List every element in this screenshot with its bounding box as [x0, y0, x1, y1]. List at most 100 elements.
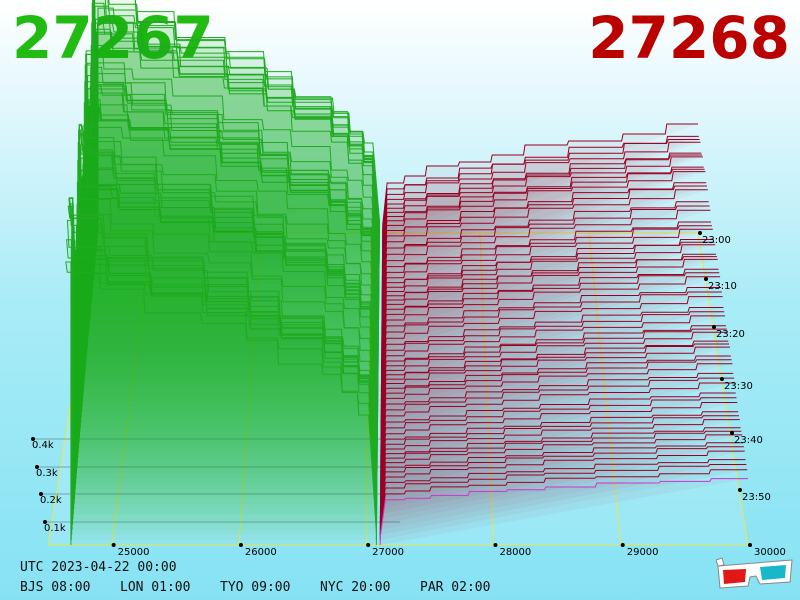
ask-curve	[381, 225, 712, 320]
ask-curve	[381, 205, 710, 305]
ask-curve	[381, 221, 712, 315]
ask-curve	[382, 141, 701, 249]
bid-curve	[76, 204, 378, 469]
ask-curve	[380, 328, 727, 412]
time-tick-label: 23:30	[724, 381, 753, 392]
bid-curve	[85, 54, 379, 366]
grid-line-price	[479, 232, 494, 546]
ask-curve	[381, 268, 719, 361]
ask-curve	[379, 478, 748, 545]
time-tick-label: 23:50	[742, 492, 771, 503]
time-tick-label: 23:40	[734, 435, 763, 446]
y-tick-mark	[43, 520, 47, 524]
time-tick-label: 23:20	[716, 329, 745, 340]
time-tick-mark	[730, 431, 734, 435]
time-tick-mark	[704, 277, 708, 281]
ask-curve	[381, 171, 706, 279]
ask-curve	[381, 258, 718, 356]
x-tick-mark	[366, 543, 371, 547]
bid-curve	[82, 146, 379, 392]
time-tick-mark	[720, 377, 724, 381]
city-time-tyo: TYO 09:00	[220, 580, 291, 595]
y-tick-label: 0.3k	[36, 468, 58, 479]
x-tick-label: 27000	[372, 547, 404, 558]
x-tick-mark	[238, 543, 243, 547]
y-tick-label: 0.4k	[32, 440, 54, 451]
time-tick-label: 23:00	[702, 235, 731, 246]
ask-curve	[380, 355, 731, 438]
3d-glasses-icon[interactable]	[716, 556, 794, 592]
x-tick-mark	[620, 543, 625, 547]
city-time-nyc: NYC 20:00	[320, 580, 391, 595]
ask-curve	[381, 189, 708, 295]
bid-curve	[85, 50, 379, 361]
ask-curve	[380, 363, 733, 448]
ask-curve	[380, 331, 728, 418]
ask-price: 27268	[588, 4, 790, 72]
ask-curve	[381, 291, 722, 382]
ask-curve	[380, 359, 732, 443]
x-tick-label: 28000	[499, 547, 531, 558]
y-tick-mark	[31, 437, 35, 441]
ask-curve	[381, 256, 717, 351]
ask-curve	[380, 402, 738, 479]
axis-labels: 25000 26000 27000 28000 29000 30000 0.1k 0.2k 0.…	[31, 231, 786, 558]
utc-time: UTC 2023-04-22 00:00	[20, 560, 177, 575]
ask-curve	[379, 450, 745, 525]
ask-curve	[380, 307, 724, 392]
x-tick-mark	[111, 543, 116, 547]
ask-curve	[380, 340, 729, 423]
bid-curve	[66, 219, 377, 535]
depth-curves	[65, 0, 748, 545]
grid-line-price	[238, 232, 263, 546]
ask-curve	[382, 152, 702, 254]
bid-curve	[65, 261, 377, 545]
ask-curve	[379, 446, 744, 520]
city-time-lon: LON 01:00	[120, 580, 191, 595]
ask-curve	[380, 427, 741, 499]
time-tick-label: 23:10	[708, 281, 737, 292]
ask-curve	[381, 209, 711, 310]
x-tick-label: 25000	[118, 547, 150, 558]
ask-curve	[380, 434, 743, 510]
ask-curve	[381, 201, 709, 300]
bid-curve	[91, 22, 380, 300]
y-tick-mark	[39, 492, 43, 496]
ask-curve	[379, 442, 744, 515]
ask-curve	[380, 430, 742, 505]
city-time-par: PAR 02:00	[420, 580, 491, 595]
x-tick-label: 30000	[754, 547, 786, 558]
ask-curve	[382, 123, 698, 233]
bid-curve	[67, 205, 377, 530]
ask-curve	[381, 168, 705, 274]
x-tick-mark	[493, 543, 498, 547]
ask-curve	[380, 397, 737, 474]
time-tick-mark	[698, 231, 702, 235]
ask-curve	[382, 135, 699, 239]
ask-curve	[380, 325, 726, 407]
ask-curve	[380, 392, 736, 469]
y-tick-label: 0.2k	[40, 495, 62, 506]
bid-curve	[77, 142, 378, 453]
ask-curve	[381, 287, 721, 377]
y-tick-label: 0.1k	[44, 523, 66, 534]
ask-curve	[382, 156, 703, 264]
ask-curve	[382, 154, 703, 259]
ask-curve	[381, 296, 723, 387]
time-tick-mark	[738, 488, 742, 492]
time-tick-mark	[712, 325, 716, 329]
x-tick-mark	[748, 543, 752, 547]
x-tick-label: 29000	[627, 547, 659, 558]
x-tick-label: 26000	[245, 547, 277, 558]
ask-curve	[380, 377, 735, 458]
ask-curve	[381, 272, 720, 366]
y-tick-mark	[35, 465, 39, 469]
ask-curve	[381, 239, 714, 331]
grid-line-price	[588, 232, 622, 546]
ask-curve	[379, 464, 747, 535]
city-time-bjs: BJS 08:00	[20, 580, 91, 595]
ask-curve	[381, 185, 707, 290]
ask-curve	[380, 411, 739, 484]
ask-curve	[379, 469, 748, 540]
